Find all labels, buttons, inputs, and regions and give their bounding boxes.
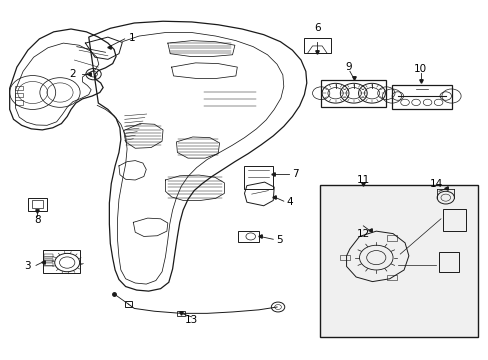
Bar <box>16 93 23 98</box>
Bar <box>320 185 477 337</box>
Text: 13: 13 <box>185 315 198 325</box>
Bar <box>237 231 258 242</box>
Bar <box>28 198 47 211</box>
Text: 10: 10 <box>413 64 427 74</box>
Bar <box>124 301 132 307</box>
Text: 5: 5 <box>276 235 282 245</box>
Text: 3: 3 <box>24 261 31 271</box>
Text: 8: 8 <box>34 215 41 225</box>
Text: 9: 9 <box>345 62 351 72</box>
Text: 1: 1 <box>128 33 135 43</box>
Bar <box>304 38 330 53</box>
Text: 14: 14 <box>428 179 442 189</box>
Text: 6: 6 <box>313 23 320 33</box>
Bar <box>44 263 53 266</box>
Bar <box>177 311 184 316</box>
Bar <box>391 85 450 109</box>
Bar <box>244 166 273 189</box>
Text: 2: 2 <box>69 69 76 79</box>
Bar <box>438 252 458 272</box>
Text: 4: 4 <box>286 197 293 207</box>
Bar <box>32 201 43 208</box>
Bar <box>16 86 23 90</box>
Bar <box>16 100 23 104</box>
Bar <box>386 275 396 280</box>
Bar <box>321 80 386 107</box>
Bar <box>43 250 80 273</box>
Bar <box>386 235 396 240</box>
Bar <box>443 209 466 231</box>
Bar <box>44 259 53 262</box>
Bar <box>340 255 349 260</box>
Bar <box>44 255 53 258</box>
Text: 11: 11 <box>356 175 369 185</box>
Text: 12: 12 <box>356 229 369 239</box>
Text: 7: 7 <box>292 168 299 179</box>
